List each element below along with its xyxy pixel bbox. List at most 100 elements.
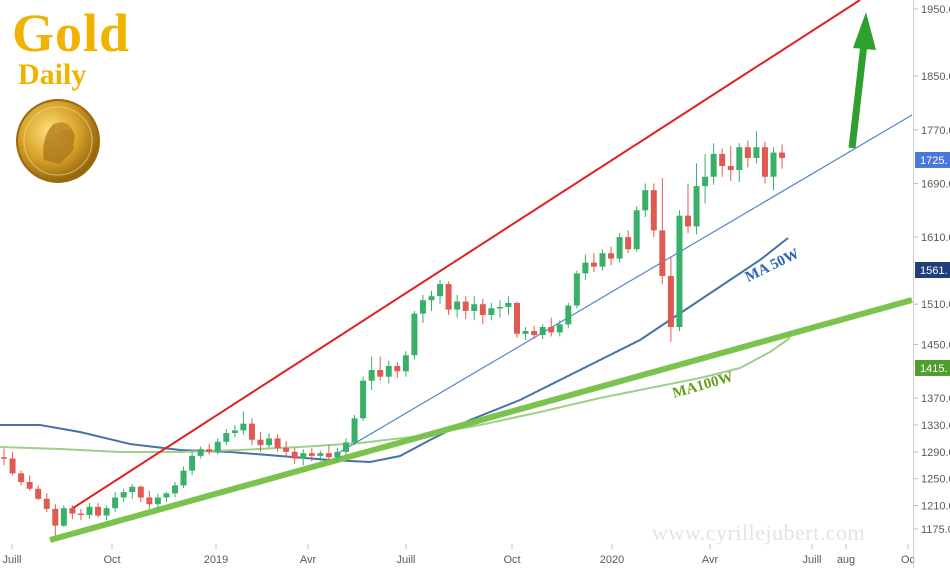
price-axis-border — [913, 0, 914, 568]
ma50w-line — [0, 237, 789, 464]
candle-body — [317, 453, 324, 456]
candle-body — [18, 473, 25, 483]
candle-body — [197, 449, 204, 456]
price-tag-box — [915, 359, 950, 376]
candle-body — [445, 284, 452, 310]
candle-body — [428, 296, 435, 301]
candle-body — [394, 365, 401, 372]
ma100w-line — [0, 337, 791, 453]
candle-body — [761, 147, 768, 177]
candle-body — [77, 513, 84, 516]
x-tick-label: Oct — [503, 554, 520, 566]
y-tick-label: 1770.0 — [921, 125, 950, 137]
candle-body — [283, 447, 290, 452]
candle-body — [43, 498, 50, 509]
candle-body — [411, 313, 418, 356]
candle-body — [753, 147, 760, 158]
candle-body — [257, 439, 264, 446]
candle-body — [35, 488, 42, 499]
candle-body — [377, 369, 384, 377]
candle-body — [522, 331, 529, 334]
candle-body — [291, 451, 298, 459]
candle-body — [539, 327, 546, 336]
x-tick-label: Oc — [901, 554, 916, 566]
candle-body — [471, 304, 478, 311]
candle-body — [488, 308, 495, 315]
candle-body — [274, 438, 281, 448]
candle-body — [52, 508, 59, 526]
candle-body — [26, 482, 33, 489]
candle-body — [103, 508, 110, 516]
candle-body — [86, 506, 93, 515]
candle-body — [129, 486, 136, 493]
y-tick-label: 1175.0 — [921, 524, 950, 536]
x-tick-label: 2019 — [204, 554, 228, 566]
candle-body — [616, 237, 623, 259]
candle-body — [120, 492, 127, 498]
candle-body — [659, 230, 666, 277]
x-tick-label: 2020 — [600, 554, 624, 566]
candle-body — [565, 305, 572, 325]
bullish-arrow-head — [853, 12, 876, 50]
candle-body — [248, 423, 255, 440]
candle-body — [325, 453, 332, 458]
price-tag-label: 1561. — [920, 265, 948, 277]
candle-body — [69, 508, 76, 514]
y-tick-label: 1290.0 — [921, 447, 950, 459]
price-tag-label: 1415. — [920, 363, 948, 375]
candle-body — [189, 455, 196, 471]
candle-body — [548, 327, 555, 333]
candle-body — [385, 365, 392, 377]
candle-body — [454, 301, 461, 310]
candle-body — [60, 508, 67, 526]
candle-body — [779, 152, 786, 158]
y-tick-label: 1450.0 — [921, 339, 950, 351]
candle-body — [599, 253, 606, 267]
x-tick-label: Juill — [803, 554, 822, 566]
ma100w-annotation: MA100W — [671, 369, 735, 402]
candle-body — [206, 449, 213, 452]
candle-body — [590, 262, 597, 267]
candle-body — [479, 304, 486, 315]
candle-body — [693, 186, 700, 227]
x-tick-label: Avr — [300, 554, 317, 566]
candle-body — [351, 418, 358, 443]
candle-body — [240, 423, 247, 431]
y-tick-label: 1850.0 — [921, 71, 950, 83]
candle-body — [1, 457, 7, 459]
candle-body — [9, 458, 16, 474]
price-tag-label: 1725. — [920, 155, 948, 167]
candle-body — [727, 166, 734, 171]
candle-body — [402, 355, 409, 372]
resistance-trendline — [69, 0, 861, 511]
candle-body — [154, 497, 161, 505]
candle-body — [642, 190, 649, 211]
candle-body — [462, 301, 469, 311]
x-tick-label: Oct — [103, 554, 120, 566]
x-tick-label: Juill — [397, 554, 416, 566]
candle-body — [231, 430, 238, 434]
candle-body — [112, 497, 119, 509]
candle-body — [676, 215, 683, 328]
candle-body — [266, 438, 273, 446]
candle-body — [223, 433, 230, 442]
logo-subtitle: Daily — [18, 58, 87, 91]
candle-body — [667, 276, 674, 328]
candle-body — [573, 273, 580, 306]
candle-body — [163, 493, 170, 498]
candle-body — [514, 302, 520, 334]
candle-body — [95, 506, 102, 516]
candle-body — [736, 147, 743, 171]
candle-body — [360, 380, 367, 419]
y-tick-label: 1610.0 — [921, 232, 950, 244]
watermark-text: www.cyrillejubert.com — [652, 520, 866, 545]
y-tick-label: 1950.0 — [921, 4, 950, 16]
candle-body — [582, 262, 589, 274]
candle-body — [172, 485, 178, 494]
candle-body — [650, 190, 657, 231]
candle-body — [496, 306, 503, 309]
logo-title: Gold — [12, 3, 131, 63]
candle-body — [146, 497, 153, 505]
candle-body — [625, 237, 632, 250]
price-tag-box — [915, 151, 950, 168]
